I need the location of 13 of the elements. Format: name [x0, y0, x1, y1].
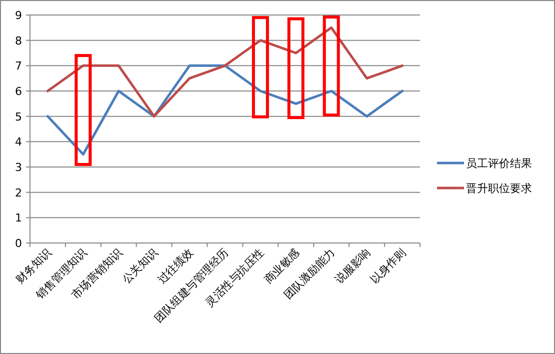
y-tick-label: 5: [15, 110, 22, 124]
y-tick-label: 3: [15, 161, 22, 174]
y-tick-label: 0: [15, 237, 22, 250]
y-tick-label: 2: [15, 186, 22, 200]
legend-label: 员工评价结果: [466, 157, 532, 170]
legend-label: 晋升职位要求: [466, 182, 532, 195]
y-tick-label: 1: [15, 212, 22, 225]
y-tick-label: 9: [15, 9, 22, 22]
y-tick-label: 7: [15, 60, 22, 73]
y-tick-label: 6: [15, 85, 22, 98]
y-tick-label: 4: [15, 136, 22, 149]
line-series: [46, 26, 404, 118]
y-tick-label: 8: [15, 34, 22, 48]
